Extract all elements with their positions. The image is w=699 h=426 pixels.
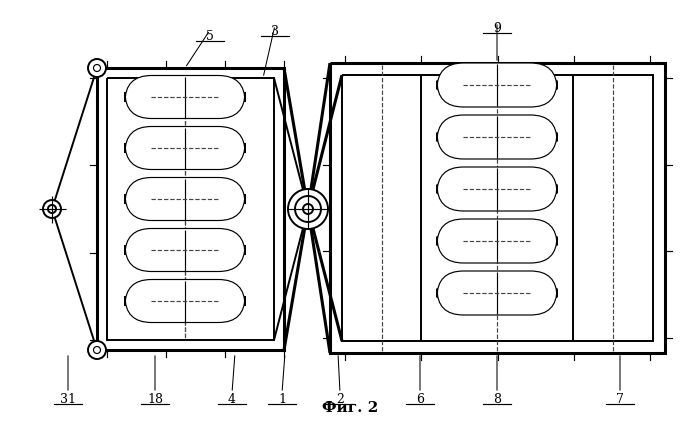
FancyBboxPatch shape <box>437 115 557 159</box>
FancyBboxPatch shape <box>125 178 245 221</box>
Text: 3: 3 <box>271 25 279 38</box>
Text: 7: 7 <box>616 393 624 406</box>
Circle shape <box>88 341 106 359</box>
Text: Фиг. 2: Фиг. 2 <box>322 401 378 415</box>
Circle shape <box>288 189 328 229</box>
FancyBboxPatch shape <box>125 228 245 271</box>
FancyBboxPatch shape <box>125 127 245 170</box>
Text: 2: 2 <box>336 393 344 406</box>
Circle shape <box>88 59 106 77</box>
Circle shape <box>94 346 101 354</box>
Text: 4: 4 <box>228 393 236 406</box>
Circle shape <box>48 205 56 213</box>
Circle shape <box>303 204 313 214</box>
Circle shape <box>94 64 101 72</box>
Text: 18: 18 <box>147 393 163 406</box>
FancyBboxPatch shape <box>437 271 557 315</box>
FancyBboxPatch shape <box>437 219 557 263</box>
FancyBboxPatch shape <box>437 63 557 107</box>
Text: 8: 8 <box>493 393 501 406</box>
Text: 1: 1 <box>278 393 286 406</box>
FancyBboxPatch shape <box>125 279 245 322</box>
FancyBboxPatch shape <box>437 167 557 211</box>
Text: 9: 9 <box>493 22 501 35</box>
Circle shape <box>295 196 321 222</box>
FancyBboxPatch shape <box>125 75 245 118</box>
Text: 31: 31 <box>60 393 76 406</box>
Text: 5: 5 <box>206 30 214 43</box>
Text: 6: 6 <box>416 393 424 406</box>
Circle shape <box>43 200 61 218</box>
